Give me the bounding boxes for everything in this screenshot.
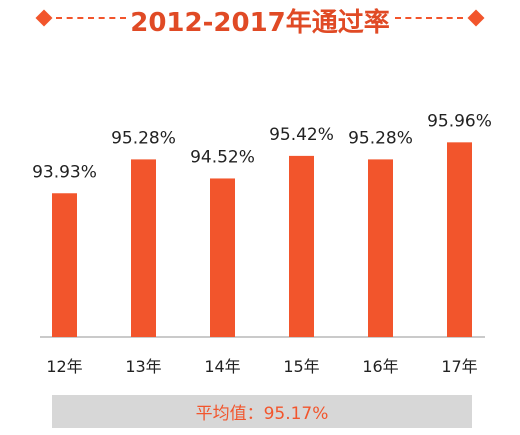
average-box: 平均值：95.17% bbox=[52, 395, 472, 428]
bar-chart: 93.93% 95.28% 94.52% 95.42% 95.28% 95.96% 12年… bbox=[32, 111, 492, 376]
bar-13年 bbox=[131, 159, 156, 337]
value-label: 95.42% bbox=[269, 125, 334, 145]
value-label: 95.28% bbox=[348, 128, 413, 148]
value-label: 94.52% bbox=[190, 147, 255, 167]
bar-14年 bbox=[210, 178, 235, 337]
x-tick-label: 17年 bbox=[441, 357, 477, 376]
left-dashed-line bbox=[56, 17, 126, 19]
x-tick-label: 15年 bbox=[283, 357, 319, 376]
value-label: 95.96% bbox=[427, 111, 492, 131]
right-dashed-line bbox=[395, 17, 463, 19]
x-tick-label: 14年 bbox=[204, 357, 240, 376]
average-label: 平均值：95.17% bbox=[195, 404, 329, 424]
title-row: 2012-2017年通过率 bbox=[0, 0, 520, 40]
bar-12年 bbox=[52, 193, 77, 337]
bar-17年 bbox=[447, 142, 472, 337]
value-label: 95.28% bbox=[111, 128, 176, 148]
bar-16年 bbox=[368, 159, 393, 337]
value-label: 93.93% bbox=[32, 162, 97, 182]
chart-title: 2012-2017年通过率 bbox=[130, 8, 390, 38]
x-tick-label: 12年 bbox=[46, 357, 82, 376]
x-tick-label: 13年 bbox=[125, 357, 161, 376]
x-tick-label: 16年 bbox=[362, 357, 398, 376]
bar-15年 bbox=[289, 155, 314, 337]
